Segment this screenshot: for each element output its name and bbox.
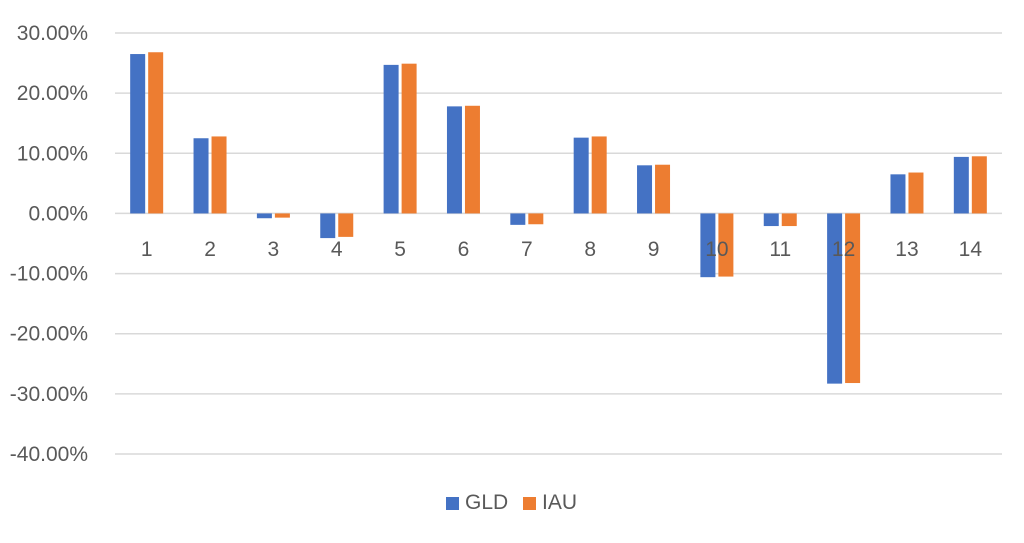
y-tick-label: 0.00% bbox=[28, 202, 88, 225]
bar-gld-10 bbox=[700, 213, 716, 278]
bar-iau-6 bbox=[464, 105, 480, 214]
bar-gld-1 bbox=[130, 54, 146, 214]
x-tick-label: 4 bbox=[331, 238, 343, 261]
legend: GLD IAU bbox=[446, 491, 577, 514]
x-tick-label: 10 bbox=[705, 238, 728, 261]
y-axis-tick-labels: 30.00% 20.00% 10.00% 0.00% -10.00% -20.00% -30… bbox=[10, 22, 88, 466]
x-tick-label: 1 bbox=[141, 238, 153, 261]
x-tick-label: 11 bbox=[769, 238, 791, 261]
x-tick-label: 14 bbox=[959, 238, 983, 261]
bar-iau-9 bbox=[655, 164, 671, 214]
x-tick-label: 12 bbox=[832, 238, 855, 261]
bar-iau-2 bbox=[211, 136, 227, 214]
x-tick-label: 7 bbox=[521, 238, 533, 261]
bar-gld-11 bbox=[763, 213, 779, 227]
bar-iau-8 bbox=[591, 136, 607, 214]
bar-gld-12 bbox=[827, 213, 843, 384]
bar-iau-10 bbox=[718, 213, 734, 277]
y-tick-label: -30.00% bbox=[10, 383, 88, 406]
bar-gld-7 bbox=[510, 213, 526, 225]
y-tick-label: -10.00% bbox=[10, 263, 88, 286]
x-tick-label: 8 bbox=[584, 238, 596, 261]
bar-iau-1 bbox=[148, 52, 164, 214]
bar-iau-12 bbox=[845, 213, 861, 384]
y-tick-label: 30.00% bbox=[17, 22, 88, 45]
x-tick-label: 3 bbox=[268, 238, 280, 261]
bar-iau-3 bbox=[274, 213, 290, 218]
x-tick-label: 13 bbox=[895, 238, 918, 261]
bar-gld-6 bbox=[446, 106, 462, 214]
bar-iau-7 bbox=[528, 213, 544, 225]
bar-iau-5 bbox=[401, 63, 417, 214]
y-tick-label: -40.00% bbox=[10, 443, 88, 466]
bar-iau-11 bbox=[781, 213, 797, 227]
x-tick-label: 6 bbox=[458, 238, 470, 261]
bar-gld-3 bbox=[256, 213, 272, 219]
y-tick-label: 10.00% bbox=[17, 142, 88, 165]
bars bbox=[130, 52, 987, 384]
x-tick-label: 5 bbox=[394, 238, 406, 261]
bar-gld-8 bbox=[573, 137, 589, 214]
y-tick-label: -20.00% bbox=[10, 323, 88, 346]
bar-gld-2 bbox=[193, 138, 209, 214]
y-tick-label: 20.00% bbox=[17, 82, 88, 105]
bar-gld-9 bbox=[637, 165, 653, 214]
x-tick-label: 9 bbox=[648, 238, 660, 261]
bar-gld-5 bbox=[383, 64, 399, 214]
legend-label-iau: IAU bbox=[542, 491, 577, 514]
legend-swatch-iau bbox=[523, 497, 536, 510]
legend-label-gld: GLD bbox=[465, 491, 508, 514]
bar-gld-4 bbox=[320, 213, 336, 239]
gridlines bbox=[115, 32, 1002, 455]
x-axis-tick-labels: 1 2 3 4 5 6 7 8 9 10 11 12 13 14 bbox=[141, 238, 982, 261]
x-tick-label: 2 bbox=[204, 238, 216, 261]
bar-iau-13 bbox=[908, 172, 924, 214]
legend-swatch-gld bbox=[446, 497, 459, 510]
bar-iau-4 bbox=[338, 213, 354, 237]
bar-iau-14 bbox=[971, 156, 987, 214]
bar-gld-13 bbox=[890, 174, 906, 214]
bar-gld-14 bbox=[953, 156, 969, 214]
